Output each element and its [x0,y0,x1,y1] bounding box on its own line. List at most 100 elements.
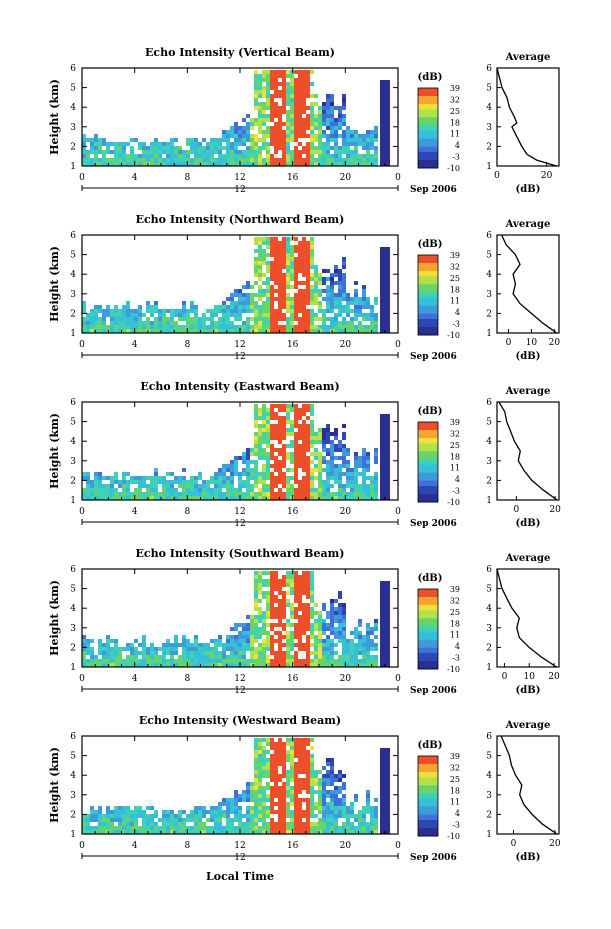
heatmap-cell [182,826,186,830]
colorbar-segment [418,448,438,452]
heatmap-cell [326,154,330,158]
heatmap-cell [122,154,126,158]
heatmap-cell [98,647,102,651]
colorbar-segment [418,125,438,129]
heatmap-cell [262,456,266,460]
heatmap-cell [218,635,222,639]
colorbar-segment [418,90,438,94]
heatmap-cell [342,297,346,301]
heatmap-cell [170,651,174,655]
heatmap-cell [286,806,290,810]
heatmap-cell [298,647,302,651]
heatmap-cell [230,134,234,138]
x-tick-label: 4 [132,674,138,684]
heatmap-cell [274,74,278,78]
heatmap-cell [210,663,214,667]
heatmap-cell [246,448,250,452]
heatmap-cell [206,484,210,488]
heatmap-cell [158,321,162,325]
heatmap-cell [110,659,114,663]
heatmap-cell [310,758,314,762]
heatmap-cell [226,810,230,814]
heatmap-cell [178,329,182,333]
heatmap-cell [298,579,302,583]
heatmap-cell [294,416,298,420]
heatmap-cell [290,663,294,667]
heatmap-cell [298,782,302,786]
heatmap-cell [326,496,330,500]
colorbar-segment [418,790,438,794]
heatmap-cell [274,130,278,134]
heatmap-cell [286,810,290,814]
heatmap-cell [298,603,302,607]
heatmap-cell [274,90,278,94]
heatmap-cell [358,162,362,166]
heatmap-cell [266,663,270,667]
colorbar-segment [418,812,438,816]
heatmap-cell [266,289,270,293]
heatmap-cell [338,118,342,122]
heatmap-cell [258,496,262,500]
heatmap-cell [326,810,330,814]
heatmap-cell [306,74,310,78]
heatmap-cell [110,476,114,480]
heatmap-cell [322,317,326,321]
x-tick-label: 8 [184,674,190,684]
heatmap-cell [222,301,226,305]
heatmap-cell [154,146,158,150]
heatmap-cell [206,142,210,146]
heatmap-cell [82,492,86,496]
colorbar-tick-label: -10 [447,164,460,173]
heatmap-cell [254,575,258,579]
heatmap-cell [362,639,366,643]
heatmap-cell [258,412,262,416]
heatmap-cell [366,146,370,150]
heatmap-cell [306,468,310,472]
heatmap-cell [246,456,250,460]
heatmap-cell [342,822,346,826]
heatmap-cell [294,742,298,746]
heatmap-cell [130,321,134,325]
heatmap-cell [254,826,258,830]
heatmap-cell [282,464,286,468]
heatmap-cell [342,293,346,297]
heatmap-cell [222,798,226,802]
heatmap-cell [286,476,290,480]
heatmap-cell [190,309,194,313]
heatmap-cell [326,301,330,305]
heatmap-cell [138,806,142,810]
heatmap-cell [214,146,218,150]
heatmap-cell [314,285,318,289]
heatmap-cell [266,607,270,611]
heatmap-cell [302,297,306,301]
heatmap-cell [342,655,346,659]
heatmap-cell [150,830,154,834]
heatmap-cell [178,154,182,158]
heatmap-cell [166,142,170,146]
heatmap-cell [94,154,98,158]
heatmap-cell [94,484,98,488]
heatmap-cell [262,94,266,98]
heatmap-cell [166,496,170,500]
heatmap-cell [322,142,326,146]
y-tick-label: 4 [70,437,76,447]
heatmap-cell [306,778,310,782]
heatmap-cell [342,106,346,110]
heatmap-cell [366,631,370,635]
heatmap-cell [302,663,306,667]
heatmap-cell [350,814,354,818]
heatmap-cell [310,643,314,647]
colorbar-segment [418,615,438,619]
heatmap-cell [230,802,234,806]
heatmap-cell [330,110,334,114]
heatmap-cell [174,321,178,325]
heatmap-cell [182,162,186,166]
heatmap-cell [346,492,350,496]
heatmap-cell [270,790,274,794]
heatmap-cell [162,492,166,496]
heatmap-cell [294,822,298,826]
heatmap-cell [362,496,366,500]
heatmap-cell [302,643,306,647]
colorbar-segment [418,435,438,439]
heatmap-cell [310,754,314,758]
